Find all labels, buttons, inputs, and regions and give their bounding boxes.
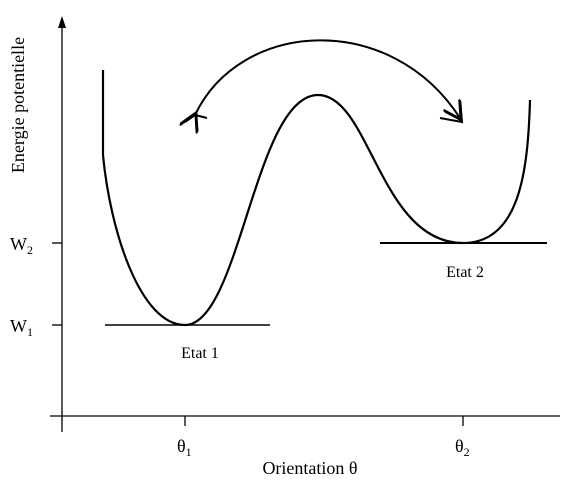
orientation-label: θ1	[177, 436, 192, 459]
y-axis-label: Energie potentielle	[8, 37, 28, 173]
level-label: W1	[10, 316, 33, 339]
orientation-label: θ2	[455, 436, 470, 459]
x-axis-label: Orientation θ	[262, 458, 357, 478]
energy-curve	[101, 70, 532, 327]
state-label: Etat 1	[181, 345, 219, 362]
state-label: Etat 2	[446, 264, 484, 281]
arrow-head	[439, 99, 464, 124]
y-axis-arrow	[58, 16, 66, 28]
transition-arrow	[195, 39, 460, 118]
arrow-head	[184, 113, 208, 123]
level-label: W2	[10, 234, 33, 257]
